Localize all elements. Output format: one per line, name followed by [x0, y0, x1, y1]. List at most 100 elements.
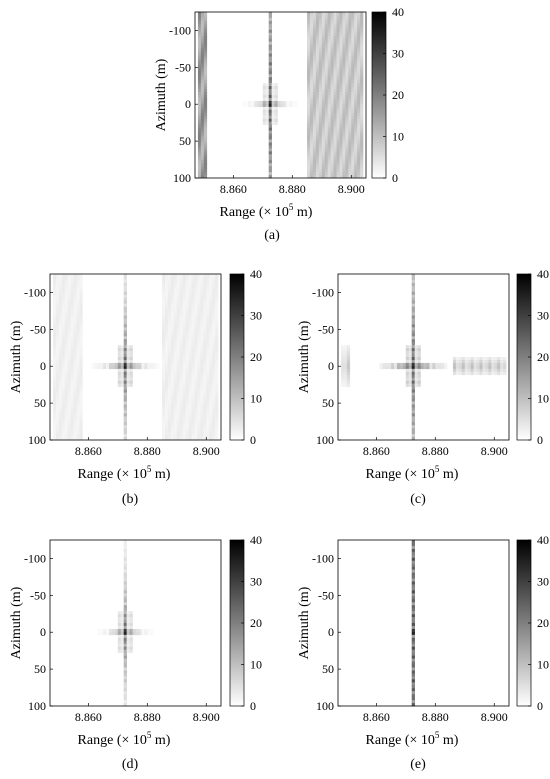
heatmap-cell [411, 667, 415, 671]
heatmap-cell [126, 383, 130, 387]
heatmap-cell [315, 80, 320, 84]
heatmap-cell [318, 23, 323, 28]
heatmap-cell [485, 362, 489, 367]
heatmap-cell [200, 92, 205, 96]
heatmap-cell [197, 65, 202, 69]
heatmap-cell [64, 386, 68, 390]
heatmap-cell [345, 38, 349, 42]
colorbar-tick-label: 20 [392, 88, 404, 102]
heatmap-cell [336, 32, 340, 37]
heatmap-cell [479, 371, 483, 376]
heatmap-cell [215, 345, 219, 349]
heatmap-cell [414, 377, 418, 382]
heatmap-cell [295, 100, 299, 105]
heatmap-cell [167, 339, 172, 343]
heatmap-cell [164, 282, 169, 287]
x-tick-label: 8.860 [75, 444, 102, 458]
heatmap-cell [167, 354, 172, 358]
heatmap-cell [194, 434, 198, 438]
heatmap-cell [126, 649, 130, 653]
heatmap-cell [330, 115, 334, 120]
plot-frame [337, 539, 510, 707]
heatmap-cell [144, 628, 148, 633]
heatmap-cell [206, 374, 210, 379]
y-tick-label: 100 [28, 433, 46, 447]
heatmap-cell [268, 106, 272, 111]
heatmap-cell [58, 383, 63, 387]
heatmap-cell [194, 357, 198, 361]
heatmap-cell [197, 103, 202, 108]
heatmap-cell [354, 112, 358, 117]
heatmap-cell [476, 362, 480, 367]
heatmap-cell [64, 297, 68, 301]
heatmap-cell [309, 103, 314, 108]
heatmap-cell [52, 431, 57, 435]
heatmap-cell [164, 377, 169, 382]
heatmap-cells [97, 540, 154, 707]
heatmap-cell [185, 312, 189, 316]
x-axis-label: Range (× 105 m) [366, 464, 459, 482]
heatmap-cell [330, 136, 334, 140]
heatmap-cell [52, 348, 57, 352]
heatmap-cell [345, 139, 349, 143]
heatmap-cell [315, 56, 320, 60]
heatmap-cell [194, 389, 198, 393]
heatmap-cell [70, 365, 74, 370]
heatmap-cell [164, 294, 169, 299]
heatmap-cell [203, 276, 207, 281]
heatmap-cell [417, 354, 421, 358]
heatmap-cell [194, 374, 198, 379]
heatmap-cell [197, 401, 201, 405]
heatmap-cell [197, 109, 202, 114]
heatmap-cell [491, 359, 495, 364]
heatmap-cell [351, 100, 355, 105]
heatmap-cell [333, 74, 337, 78]
heatmap-cell [188, 321, 192, 325]
heatmap-cell [351, 157, 355, 161]
heatmap-cell [200, 118, 205, 122]
heatmap-cell [170, 279, 175, 284]
heatmap-cell [200, 419, 204, 423]
heatmap-cell [76, 362, 80, 367]
heatmap-cell [324, 56, 328, 60]
heatmap-cell [497, 371, 501, 376]
heatmap-cell [321, 118, 326, 122]
heatmap-cell [411, 359, 415, 364]
heatmap-cell [321, 115, 326, 120]
heatmap-cell [179, 294, 183, 299]
heatmap-cell [162, 428, 166, 432]
heatmap-cell [61, 330, 66, 334]
heatmap-cell [58, 330, 63, 334]
heatmap-cell [271, 89, 275, 93]
heatmap-cell [79, 324, 83, 328]
heatmap-cell [123, 676, 127, 680]
heatmap-cell [194, 288, 198, 293]
heatmap-cell [318, 115, 323, 120]
heatmap-cell [55, 377, 60, 382]
heatmap-cell [215, 416, 219, 420]
heatmap-cell [55, 351, 60, 355]
heatmap-cell [215, 330, 219, 334]
heatmap-cell [321, 68, 326, 72]
heatmap-cell [411, 608, 415, 612]
heatmap-cell [309, 100, 314, 105]
heatmap-cell [67, 374, 71, 379]
heatmap-cell [123, 623, 127, 627]
heatmap-cell [307, 59, 311, 63]
heatmap-cell [351, 92, 355, 96]
heatmap-cell [327, 80, 331, 84]
heatmap-cell [345, 53, 349, 57]
heatmap-cell [52, 342, 57, 346]
heatmap-cell [79, 288, 83, 293]
heatmap-cell [203, 92, 208, 96]
heatmap-cell [167, 431, 172, 435]
heatmap-cell [185, 333, 189, 337]
heatmap-cell [129, 611, 133, 615]
heatmap-cell [126, 640, 130, 645]
heatmap-cell [191, 362, 195, 367]
heatmap-cell [123, 554, 127, 559]
heatmap-cell [351, 38, 355, 42]
heatmap-cell [339, 92, 343, 96]
heatmap-cell [215, 339, 219, 343]
heatmap-cell [173, 330, 178, 334]
